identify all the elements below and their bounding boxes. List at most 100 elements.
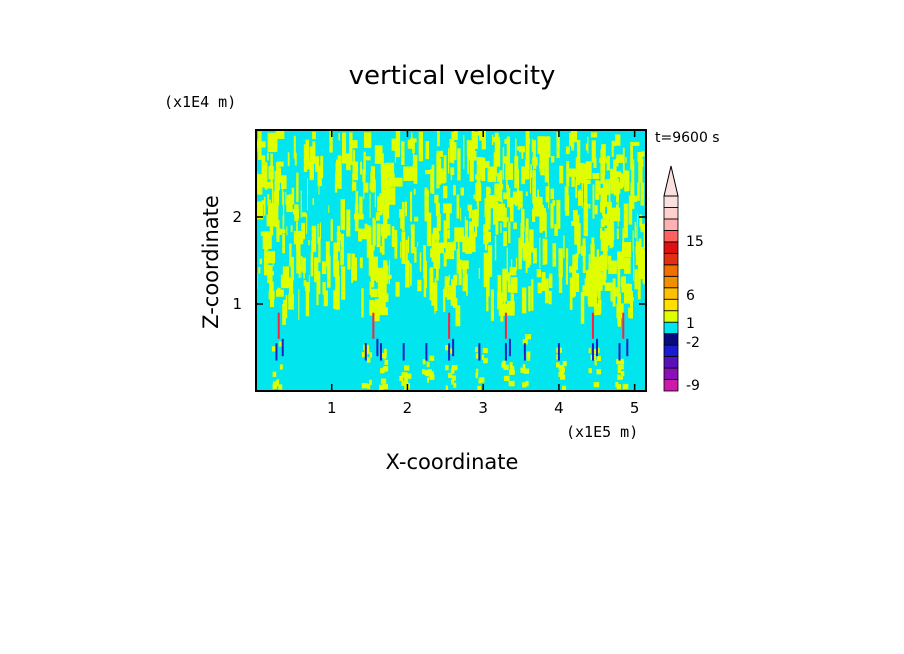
field-patch [542, 136, 551, 158]
x-tick-label: 3 [478, 399, 488, 417]
field-streak [463, 135, 465, 169]
field-streak [351, 253, 355, 280]
field-patch [440, 168, 445, 184]
field-streak [493, 152, 497, 177]
field-streak [376, 223, 381, 248]
field-streak [559, 165, 564, 184]
field-streak [413, 188, 416, 195]
field-patch [606, 221, 611, 232]
plume-streak [508, 369, 515, 375]
downdraft [364, 343, 367, 361]
field-patch [637, 258, 646, 279]
field-streak [548, 273, 553, 289]
field-streak [593, 157, 597, 168]
plume-streak [520, 367, 526, 373]
field-streak [585, 143, 588, 151]
plume-streak [380, 368, 385, 374]
field-patch [385, 162, 395, 178]
field-streak [335, 162, 337, 192]
field-patch [600, 202, 605, 213]
plume-streak [558, 364, 564, 371]
plume-streak [509, 362, 513, 368]
field-streak [410, 263, 412, 286]
plume-streak [403, 365, 410, 371]
field-patch [383, 260, 388, 280]
field-patch [354, 213, 364, 220]
field-patch [483, 160, 490, 168]
field-patch [619, 173, 623, 189]
field-streak [494, 236, 497, 261]
field-patch [569, 132, 572, 146]
plume-streak [366, 383, 371, 390]
plume-streak [483, 358, 488, 364]
field-patch [268, 290, 275, 300]
plume-streak [273, 383, 278, 389]
field-streak [603, 144, 606, 159]
plume-streak [475, 372, 478, 379]
field-streak [424, 189, 429, 222]
plume-streak [525, 334, 532, 340]
field-streak [526, 142, 529, 156]
field-streak [316, 271, 321, 295]
field-patch [369, 299, 375, 316]
field-streak [478, 267, 480, 279]
field-streak [289, 243, 292, 267]
field-patch [497, 203, 506, 222]
plume-streak [379, 384, 384, 390]
field-streak [394, 229, 398, 259]
field-patch [600, 188, 606, 203]
field-patch [380, 224, 391, 236]
field-streak [592, 184, 595, 219]
field-patch [510, 293, 515, 308]
field-streak [359, 257, 363, 269]
field-streak [298, 289, 300, 320]
field-streak [362, 168, 366, 183]
field-streak [430, 248, 433, 258]
downdraft [591, 343, 594, 361]
plume-streak [523, 368, 530, 374]
field-patch [301, 222, 306, 240]
field-streak [312, 198, 315, 206]
field-streak [537, 189, 540, 203]
field-streak [363, 180, 365, 200]
field-streak [566, 164, 569, 171]
field-streak [486, 294, 489, 312]
field-streak [391, 241, 395, 247]
field-streak [550, 188, 555, 200]
field-streak [502, 268, 507, 302]
plume-streak [562, 361, 567, 367]
field-streak [369, 281, 372, 295]
field-patch [374, 145, 383, 164]
field-streak [552, 243, 557, 267]
field-patch [434, 242, 445, 254]
field-streak [541, 272, 546, 292]
field-patch [601, 254, 608, 270]
field-streak [418, 131, 424, 162]
field-streak [565, 146, 570, 155]
field-patch [447, 242, 456, 251]
field-patch [467, 204, 473, 211]
field-patch [506, 184, 510, 197]
field-streak [448, 274, 450, 281]
x-tick-label: 1 [327, 399, 337, 417]
field-patch [524, 159, 530, 180]
plume-streak [425, 370, 431, 377]
plume-streak [450, 368, 455, 374]
field-patch [256, 141, 266, 148]
field-patch [462, 236, 468, 253]
field-patch [605, 233, 611, 246]
field-patch [510, 277, 518, 294]
field-streak [640, 158, 644, 167]
field-patch [577, 190, 582, 206]
plume-streak [428, 371, 434, 377]
field-streak [518, 190, 523, 208]
field-streak [487, 245, 493, 278]
field-patch [502, 217, 509, 222]
field-streak [458, 259, 462, 286]
field-streak [435, 229, 439, 251]
field-streak [351, 184, 354, 192]
plume-streak [588, 347, 591, 354]
field-streak [571, 175, 575, 187]
field-streak [529, 247, 532, 265]
field-patch [286, 194, 294, 202]
